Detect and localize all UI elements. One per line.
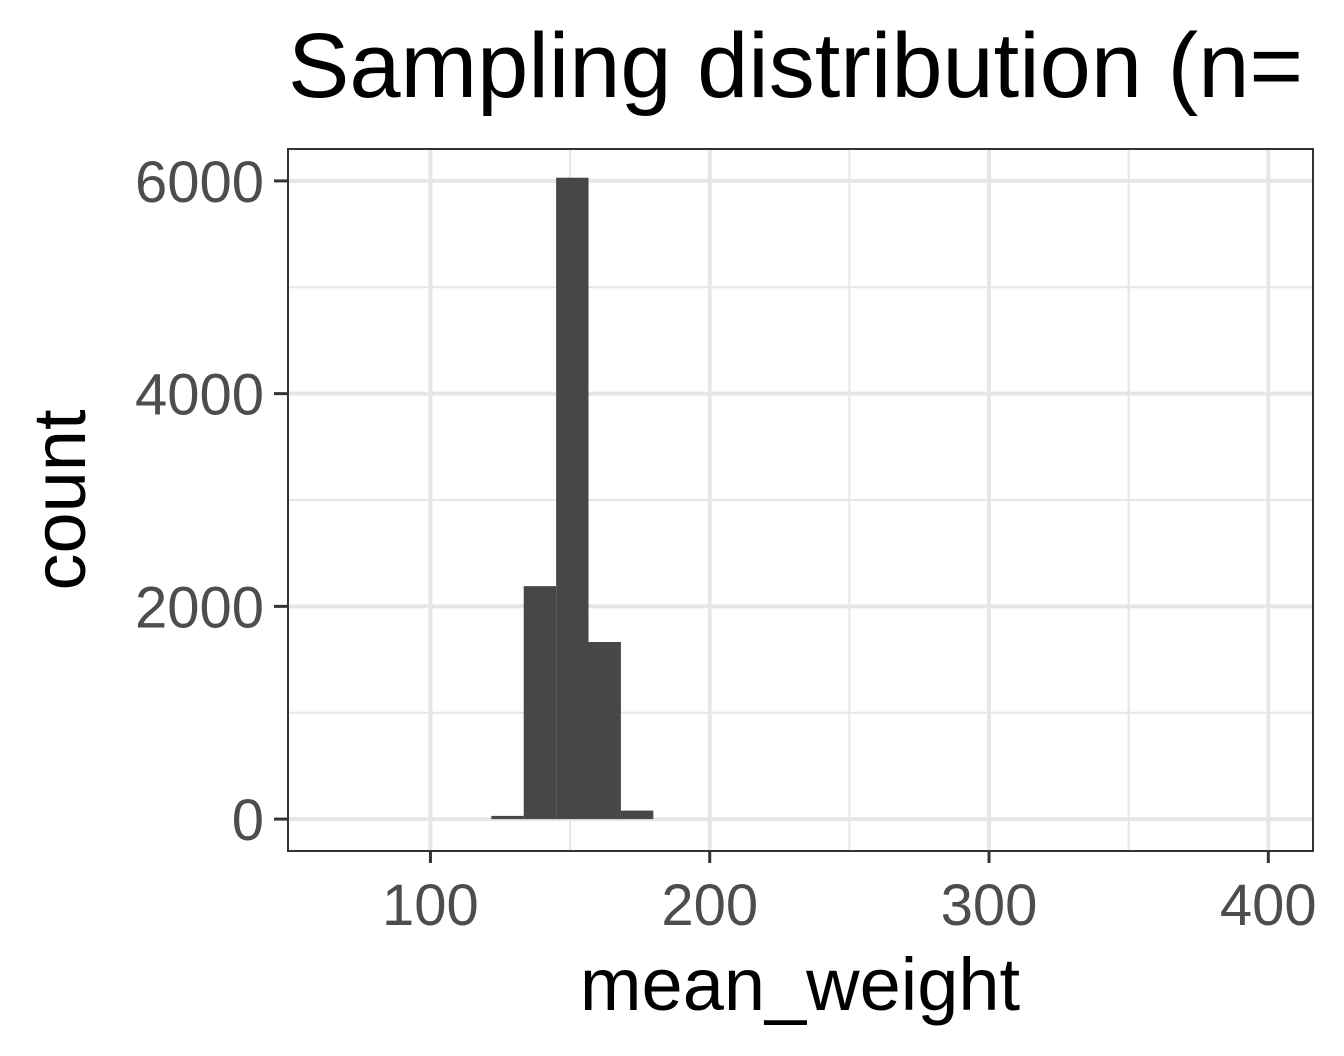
plot-panel-border	[287, 148, 1314, 852]
y-tick-label: 0	[232, 788, 264, 853]
histogram-bar	[523, 586, 557, 820]
histogram-bars	[491, 177, 654, 820]
y-tick-label: 4000	[135, 363, 264, 428]
x-tick-label: 200	[661, 873, 758, 938]
x-tick-label: 300	[941, 873, 1038, 938]
chart-title: Sampling distribution (n=	[288, 15, 1303, 117]
histogram-bar	[556, 177, 589, 820]
histogram-bar	[491, 815, 524, 820]
y-axis-title: count	[18, 409, 101, 590]
y-tick-label: 6000	[135, 150, 264, 215]
histogram-bar	[588, 641, 621, 820]
histogram-bar	[620, 810, 654, 820]
grid-lines	[288, 149, 1313, 851]
y-tick-label: 2000	[135, 575, 264, 640]
x-axis-title: mean_weight	[580, 943, 1021, 1026]
x-tick-label: 400	[1220, 873, 1317, 938]
x-tick-label: 100	[382, 873, 479, 938]
